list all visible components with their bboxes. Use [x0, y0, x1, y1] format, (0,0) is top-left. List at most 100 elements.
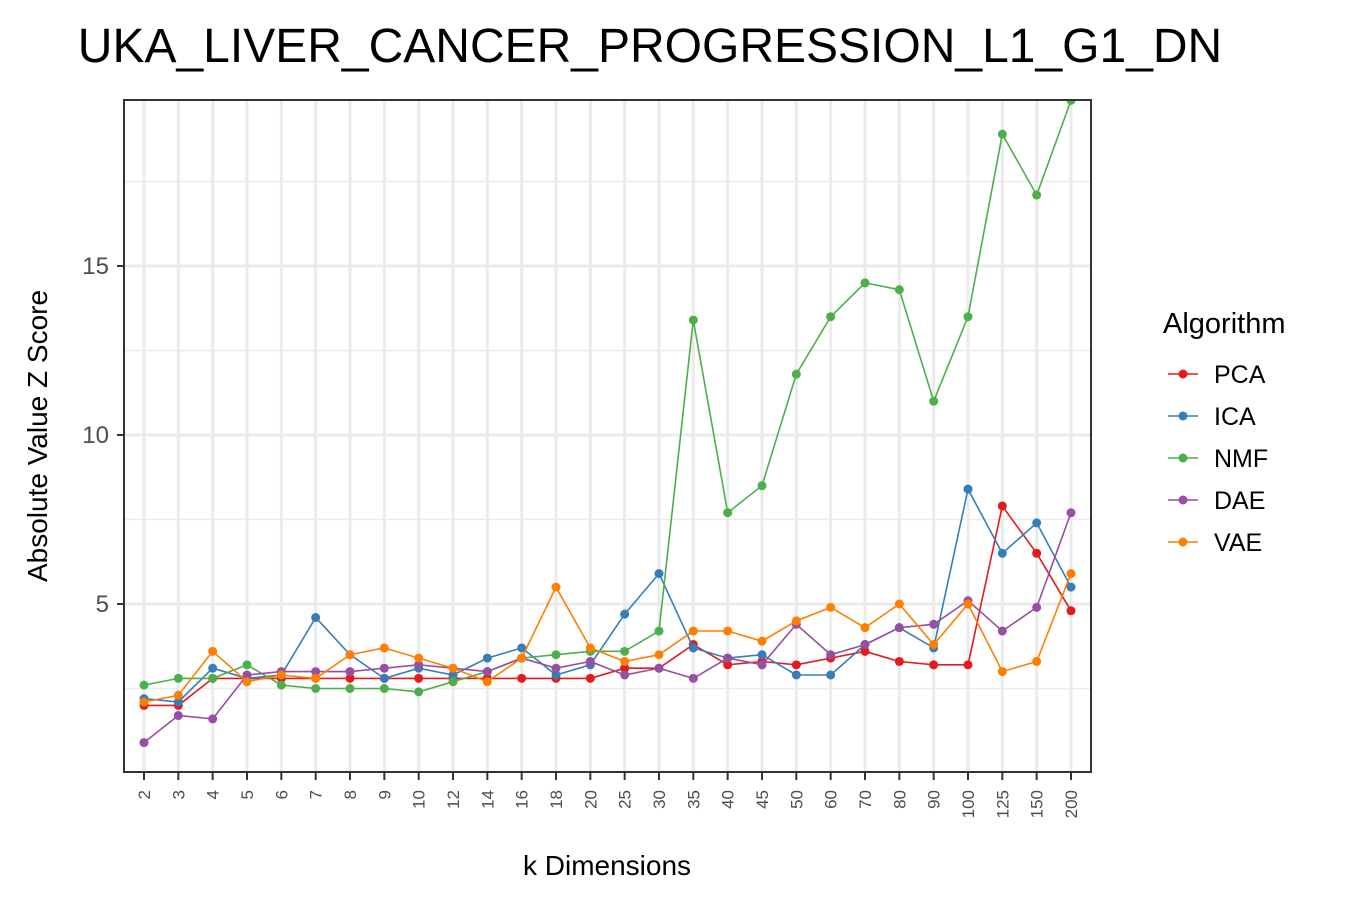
- legend: Algorithm PCA ICA NMF DAE VAE: [1163, 308, 1286, 557]
- data-point-dae: [551, 663, 561, 673]
- data-point-dae: [482, 667, 492, 677]
- data-point-dae: [929, 619, 939, 629]
- x-tick-label: 60: [822, 790, 841, 809]
- data-point-nmf: [723, 508, 733, 518]
- data-point-dae: [414, 660, 424, 670]
- data-point-ica: [379, 673, 389, 683]
- data-point-ica: [757, 650, 767, 660]
- data-point-nmf: [551, 650, 561, 660]
- legend-marker-dae: [1178, 495, 1188, 505]
- data-point-dae: [1032, 602, 1042, 612]
- data-point-vae: [311, 673, 321, 683]
- data-point-ica: [997, 548, 1007, 558]
- data-point-ica: [791, 670, 801, 680]
- data-point-vae: [860, 623, 870, 633]
- y-axis-label: Absolute Value Z Score: [22, 290, 53, 582]
- data-point-vae: [1066, 569, 1076, 579]
- data-point-dae: [894, 623, 904, 633]
- data-point-nmf: [208, 673, 218, 683]
- series-group: [139, 100, 1076, 748]
- x-tick-label: 30: [650, 790, 669, 809]
- data-point-dae: [997, 626, 1007, 636]
- data-point-vae: [345, 650, 355, 660]
- x-tick-label: 20: [581, 790, 600, 809]
- series-layer: [139, 100, 1076, 748]
- x-tick-label: 35: [684, 790, 703, 809]
- data-point-vae: [723, 626, 733, 636]
- data-point-dae: [654, 663, 664, 673]
- series-line-dae: [143, 512, 1072, 744]
- data-point-vae: [654, 650, 664, 660]
- data-point-pca: [620, 663, 630, 673]
- data-point-nmf: [997, 129, 1007, 139]
- data-point-ica: [208, 663, 218, 673]
- data-point-nmf: [1032, 190, 1042, 200]
- data-point-pca: [894, 656, 904, 666]
- data-point-dae: [688, 673, 698, 683]
- data-point-nmf: [1066, 100, 1076, 105]
- series-line-nmf: [143, 100, 1072, 693]
- legend-marker-pca: [1178, 369, 1188, 379]
- data-point-ica: [482, 653, 492, 663]
- data-point-nmf: [963, 312, 973, 322]
- x-tick-label: 10: [410, 790, 429, 809]
- x-tick-label: 125: [993, 790, 1012, 818]
- data-point-pca: [963, 660, 973, 670]
- data-point-pca: [1032, 548, 1042, 558]
- data-point-ica: [620, 609, 630, 619]
- legend-title: Algorithm: [1163, 308, 1286, 340]
- legend-label-vae: VAE: [1214, 529, 1262, 557]
- data-point-pca: [860, 646, 870, 656]
- data-point-vae: [379, 643, 389, 653]
- x-tick-label: 4: [204, 790, 223, 799]
- legend-marker-nmf: [1178, 453, 1188, 463]
- data-point-vae: [482, 677, 492, 687]
- data-point-dae: [379, 663, 389, 673]
- x-tick-label: 18: [547, 790, 566, 809]
- data-point-ica: [654, 569, 664, 579]
- data-point-dae: [757, 660, 767, 670]
- x-tick-label: 12: [444, 790, 463, 809]
- data-point-dae: [1066, 508, 1076, 518]
- data-point-vae: [963, 599, 973, 609]
- x-tick-label: 7: [307, 790, 326, 799]
- data-point-nmf: [654, 626, 664, 636]
- data-point-vae: [551, 582, 561, 592]
- data-point-dae: [345, 667, 355, 677]
- data-point-ica: [448, 670, 458, 680]
- data-point-pca: [414, 673, 424, 683]
- data-point-nmf: [414, 687, 424, 697]
- data-point-vae: [688, 626, 698, 636]
- data-point-nmf: [757, 481, 767, 491]
- x-tick-label: 90: [925, 790, 944, 809]
- data-point-nmf: [688, 315, 698, 325]
- data-point-vae: [585, 643, 595, 653]
- data-point-ica: [826, 670, 836, 680]
- data-point-dae: [311, 667, 321, 677]
- data-point-vae: [517, 653, 527, 663]
- x-tick-label: 2: [135, 790, 154, 799]
- data-point-vae: [791, 616, 801, 626]
- data-point-pca: [517, 673, 527, 683]
- x-tick-label: 150: [1028, 790, 1047, 818]
- data-point-ica: [311, 613, 321, 623]
- data-point-nmf: [860, 278, 870, 288]
- data-point-vae: [276, 670, 286, 680]
- data-point-vae: [620, 656, 630, 666]
- data-point-vae: [929, 640, 939, 650]
- data-point-ica: [1032, 518, 1042, 528]
- data-point-vae: [208, 646, 218, 656]
- data-point-pca: [723, 660, 733, 670]
- x-tick-label: 70: [856, 790, 875, 809]
- data-point-nmf: [345, 684, 355, 693]
- data-point-nmf: [311, 684, 321, 693]
- x-tick-label: 100: [959, 790, 978, 818]
- y-tick-label: 15: [82, 253, 109, 280]
- data-point-vae: [414, 653, 424, 663]
- data-point-vae: [826, 602, 836, 612]
- data-point-dae: [242, 670, 252, 680]
- data-point-pca: [791, 660, 801, 670]
- data-point-vae: [997, 667, 1007, 677]
- data-point-nmf: [448, 677, 458, 687]
